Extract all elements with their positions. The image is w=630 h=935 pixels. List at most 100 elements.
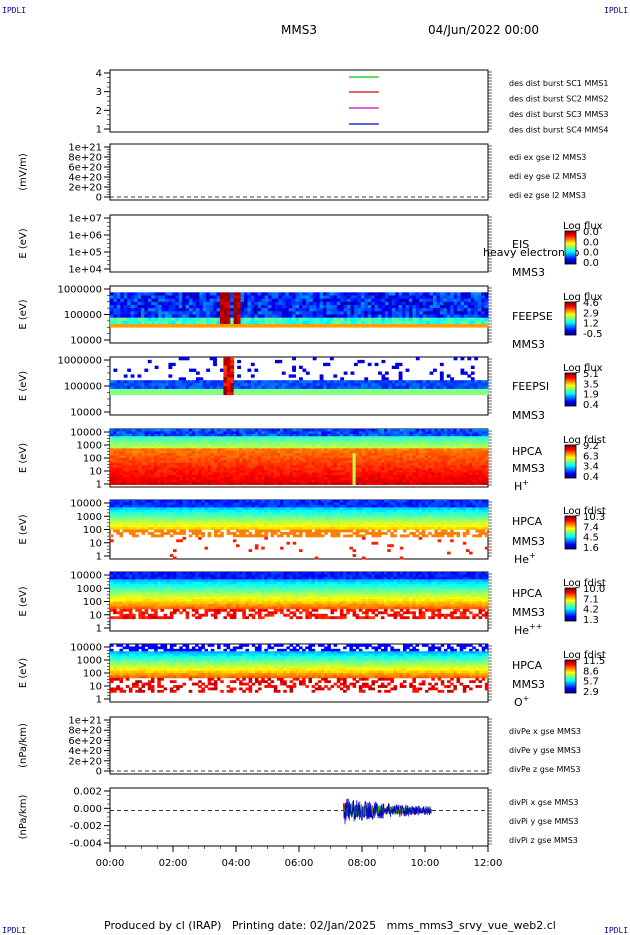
spectrogram-cell [179, 299, 183, 303]
spectrogram-cell [275, 321, 279, 325]
spectrogram-cell [428, 473, 432, 476]
spectrogram-cell [113, 451, 117, 454]
spectrogram-cell [227, 296, 231, 300]
spectrogram-cell [223, 473, 227, 476]
spectrogram-cell [261, 448, 265, 451]
panel-frame-p2 [110, 144, 488, 200]
spectrogram-cell [460, 446, 464, 449]
spectrogram-cell [223, 429, 227, 432]
spectrogram-cell [289, 383, 293, 386]
spectrogram-cell [176, 465, 180, 468]
spectrogram-cell [296, 460, 300, 463]
spectrogram-cell [227, 377, 231, 380]
spectrogram-cell [182, 318, 186, 322]
spectrogram-cell [349, 468, 353, 471]
spectrogram-cell [331, 470, 335, 473]
spectrogram-cell [299, 451, 303, 454]
spectrogram-cell [162, 299, 166, 303]
spectrogram-cell [466, 441, 470, 444]
spectrogram-cell [124, 308, 128, 312]
spectrogram-cell [245, 470, 249, 473]
spectrogram-cell [444, 463, 448, 466]
spectrogram-cell [154, 434, 158, 437]
spectrogram-cell [359, 482, 363, 485]
spectrogram-cell [247, 318, 251, 322]
spectrogram-cell [206, 296, 210, 300]
spectrogram-cell [397, 465, 401, 468]
spectrogram-cell [316, 386, 320, 389]
spectrogram-cell [395, 292, 399, 296]
spectrogram-cell [261, 446, 265, 449]
spectrogram-cell [123, 463, 127, 466]
spectrogram-cell [406, 321, 410, 325]
spectrogram-cell [362, 431, 366, 434]
spectrogram-cell [326, 392, 330, 395]
spectrogram-cell [255, 465, 259, 468]
spectrogram-cell [214, 482, 218, 485]
spectrogram-cell [110, 296, 114, 300]
spectrogram-cell [296, 470, 300, 473]
spectrogram-cell [354, 392, 358, 395]
spectrogram-cell [399, 372, 403, 375]
spectrogram-cell [324, 429, 328, 432]
spectrogram-cell [179, 324, 183, 328]
spectrogram-cell [237, 360, 241, 363]
spectrogram-cell [186, 444, 190, 447]
spectrogram-cell [189, 465, 193, 468]
spectrogram-cell [189, 429, 193, 432]
spectrogram-cell [305, 465, 309, 468]
spectrogram-cell [460, 463, 464, 466]
spectrogram-cell [168, 292, 172, 296]
spectrogram-cell [337, 456, 341, 459]
spectrogram-cell [466, 436, 470, 439]
spectrogram-cell [144, 392, 148, 395]
spectrogram-cell [123, 446, 127, 449]
spectrogram-cell [205, 429, 209, 432]
spectrogram-cell [460, 453, 464, 456]
spectrogram-cell [157, 453, 161, 456]
spectrogram-cell [110, 311, 114, 315]
spectrogram-cell [337, 460, 341, 463]
spectrogram-cell [138, 468, 142, 471]
spectrogram-cell [331, 451, 335, 454]
spectrogram-cell [454, 392, 458, 395]
spectrogram-cell [167, 431, 171, 434]
spectrogram-cell [170, 468, 174, 471]
spectrogram-cell [167, 468, 171, 471]
spectrogram-cell [318, 431, 322, 434]
spectrogram-cell [148, 292, 152, 296]
spectrogram-cell [457, 321, 461, 325]
spectrogram-cell [113, 292, 117, 296]
spectrogram-cell [293, 444, 297, 447]
spectrogram-cell [290, 473, 294, 476]
spectrogram-cell [441, 444, 445, 447]
spectrogram-cell [356, 473, 360, 476]
spectrogram-cell [286, 448, 290, 451]
spectrogram-cell [293, 482, 297, 485]
spectrogram-cell [419, 389, 423, 392]
spectrogram-cell [318, 482, 322, 485]
spectrogram-cell [324, 439, 328, 442]
spectrogram-cell [182, 305, 186, 309]
spectrogram-cell [309, 305, 313, 309]
spectrogram-cell [321, 465, 325, 468]
spectrogram-cell [208, 439, 212, 442]
spectrogram-cell [196, 299, 200, 303]
spectrogram-cell [364, 389, 368, 392]
spectrogram-cell [255, 456, 259, 459]
spectrogram-cell [388, 311, 392, 315]
spectrogram-cell [406, 453, 410, 456]
spectrogram-cell [457, 302, 461, 306]
spectrogram-cell [268, 292, 272, 296]
spectrogram-cell [368, 468, 372, 471]
spectrogram-cell [461, 380, 465, 383]
spectrogram-cell [308, 441, 312, 444]
spectrogram-cell [485, 475, 489, 478]
spectrogram-cell [450, 321, 454, 325]
spectrogram-cell [461, 305, 465, 309]
spectrogram-cell [123, 441, 127, 444]
spectrogram-cell [318, 480, 322, 483]
spectrogram-cell [353, 460, 357, 463]
spectrogram-cell [323, 292, 327, 296]
spectrogram-cell [444, 477, 448, 480]
